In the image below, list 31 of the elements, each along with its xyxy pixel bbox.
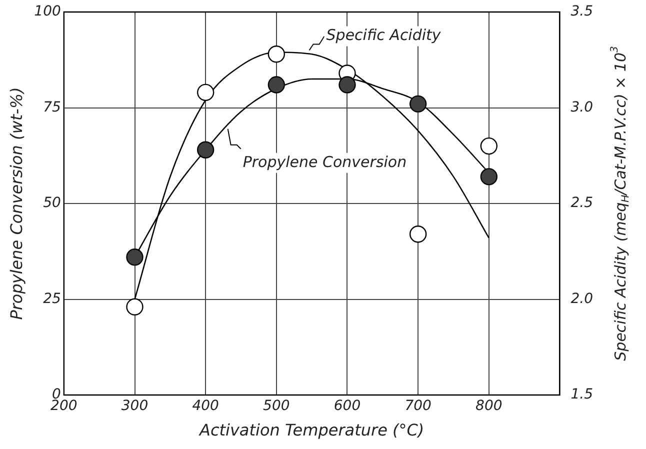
point [268, 76, 286, 94]
y-tick-label: 100 [34, 4, 61, 20]
y2-tick-label: 2.5 [570, 195, 594, 212]
y-tick-label: 50 [43, 195, 61, 212]
point [409, 95, 427, 113]
y-tick-label: 75 [43, 99, 61, 116]
point [338, 76, 356, 94]
y2-axis-title: Specific Acidity (meqH/Cat-M.P.V.cc) × 103 [609, 46, 632, 361]
x-axis-title: Activation Temperature (°C) [198, 420, 424, 440]
y2-tick-label: 3.5 [570, 4, 594, 20]
point [480, 168, 498, 186]
annotation: Specific Acidity [326, 26, 442, 44]
y-tick-label: 25 [43, 290, 61, 307]
y2-tick-label: 1.5 [570, 386, 594, 403]
x-tick-label: 500 [263, 398, 290, 414]
x-tick-label: 800 [476, 398, 502, 414]
annotation: Propylene Conversion [242, 152, 407, 171]
point [196, 141, 214, 158]
point [126, 248, 144, 266]
x-tick-label: 700 [404, 398, 432, 414]
y2-tick-label: 3.0 [570, 99, 594, 116]
point [480, 137, 498, 155]
y2-tick-label: 2.0 [570, 290, 594, 307]
point [126, 298, 144, 316]
x-tick-label: 600 [334, 398, 361, 414]
point [196, 84, 214, 102]
point [268, 46, 286, 63]
y-axis-title: Propylene Conversion (wt-%) [6, 87, 26, 320]
point [409, 226, 427, 243]
x-tick-label: 400 [192, 398, 220, 414]
x-tick-label: 300 [121, 398, 148, 414]
